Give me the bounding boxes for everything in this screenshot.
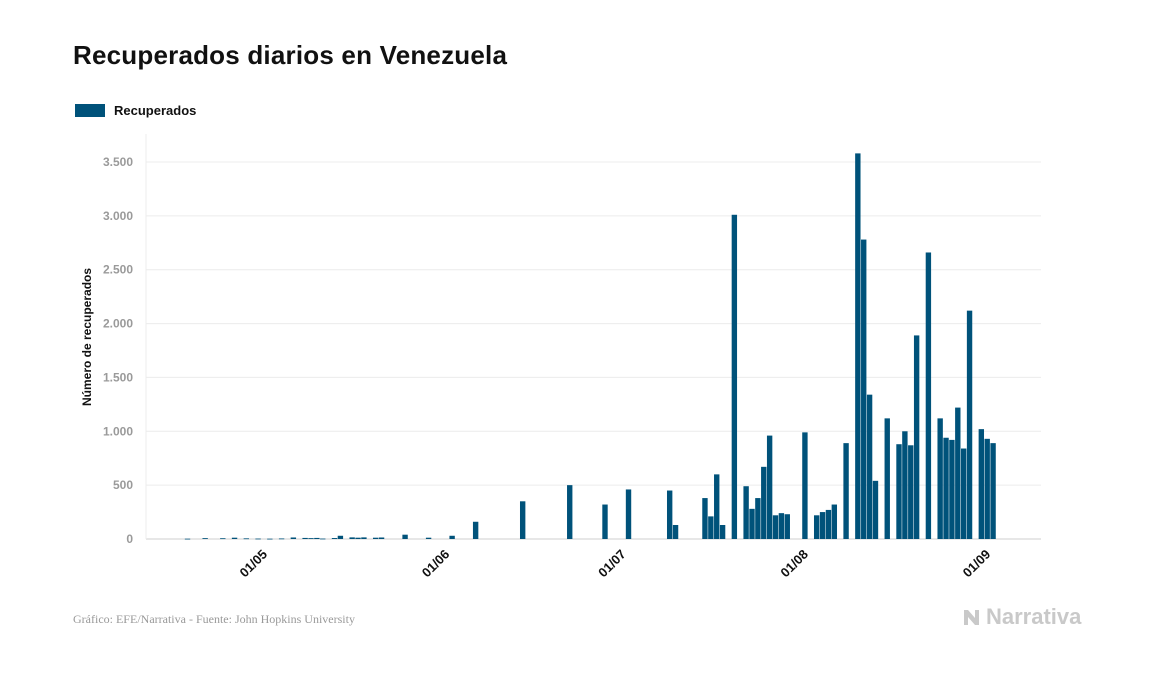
bar — [978, 429, 985, 539]
bar — [708, 516, 714, 539]
x-tick-label: 01/06 — [419, 547, 453, 581]
y-axis-label: Número de recuperados — [80, 268, 94, 406]
bar — [778, 513, 785, 539]
grid-lines — [145, 134, 1041, 540]
bar — [278, 538, 285, 540]
bar — [331, 538, 338, 539]
chart-title: Recuperados diarios en Venezuela — [73, 40, 508, 70]
bar — [425, 537, 432, 539]
bar — [925, 252, 932, 540]
x-tick-label: 01/05 — [236, 547, 270, 581]
bar-series — [184, 153, 996, 540]
x-axis: 01/05 01/06 01/07 01/08 01/09 — [236, 547, 993, 581]
y-tick-label: 1.500 — [103, 370, 133, 384]
bar — [949, 439, 955, 539]
bar — [519, 501, 526, 539]
bar — [831, 504, 838, 539]
bar — [766, 435, 773, 539]
y-tick-label: 3.500 — [103, 155, 133, 169]
bar — [819, 512, 826, 539]
bar — [861, 239, 867, 539]
bar — [220, 538, 226, 540]
bar — [902, 431, 908, 539]
brand-name: Narrativa — [986, 604, 1082, 629]
bar — [719, 524, 726, 539]
bar — [349, 537, 355, 539]
bar — [937, 418, 943, 539]
bar — [943, 437, 949, 539]
bar — [755, 498, 761, 539]
bar — [255, 538, 261, 540]
bar — [302, 537, 308, 539]
bar — [567, 485, 573, 539]
legend-swatch — [75, 104, 105, 117]
bar — [761, 466, 767, 539]
bar — [825, 509, 832, 539]
bar — [990, 443, 996, 539]
bar — [784, 514, 790, 539]
bar — [714, 474, 720, 539]
bar — [361, 537, 367, 539]
x-tick-label: 01/09 — [960, 547, 994, 581]
bar — [731, 214, 738, 539]
bar — [672, 524, 679, 539]
bar — [896, 444, 902, 539]
bar — [625, 489, 632, 539]
bar — [378, 537, 385, 539]
narrativa-logo-icon — [964, 610, 979, 625]
bar — [355, 537, 361, 539]
bar — [955, 407, 961, 539]
bar — [960, 448, 967, 539]
bar — [855, 153, 861, 539]
y-tick-label: 2.500 — [103, 263, 133, 277]
bar — [884, 418, 890, 539]
bar — [908, 445, 914, 539]
bar — [802, 432, 808, 539]
bar — [308, 538, 314, 539]
bar — [743, 486, 749, 539]
x-tick-label: 01/07 — [595, 547, 629, 581]
bar — [243, 538, 250, 540]
bar — [749, 508, 755, 539]
y-tick-label: 500 — [113, 478, 133, 492]
bar — [966, 310, 973, 539]
bar — [866, 394, 873, 539]
bar — [372, 537, 379, 539]
legend-label: Recuperados — [114, 103, 197, 118]
brand-logo: Narrativa — [963, 604, 1081, 630]
bar — [772, 515, 779, 539]
y-tick-label: 0 — [126, 532, 133, 546]
bar — [702, 498, 708, 539]
bar — [231, 537, 238, 539]
bar — [320, 538, 326, 540]
bar — [402, 534, 408, 539]
bar — [290, 537, 297, 539]
legend: Recuperados — [75, 103, 196, 118]
bar — [843, 443, 849, 539]
bar — [184, 538, 191, 540]
bar — [602, 504, 608, 539]
bar — [472, 521, 479, 539]
bar — [202, 538, 208, 539]
y-tick-label: 2.000 — [103, 317, 133, 331]
bar — [872, 480, 879, 539]
bar — [314, 537, 320, 539]
bar — [337, 535, 344, 539]
y-tick-label: 3.000 — [103, 209, 133, 223]
y-axis: 0 500 1.000 1.500 2.000 2.500 3.000 3.500 — [103, 155, 133, 546]
bar — [267, 538, 273, 540]
bar — [813, 515, 820, 539]
y-tick-label: 1.000 — [103, 424, 133, 438]
bar — [984, 438, 990, 539]
bar — [449, 535, 455, 539]
bar — [913, 335, 920, 539]
bar — [666, 490, 673, 539]
source-note: Gráfico: EFE/Narrativa - Fuente: John Ho… — [73, 612, 355, 626]
x-tick-label: 01/08 — [777, 547, 811, 581]
